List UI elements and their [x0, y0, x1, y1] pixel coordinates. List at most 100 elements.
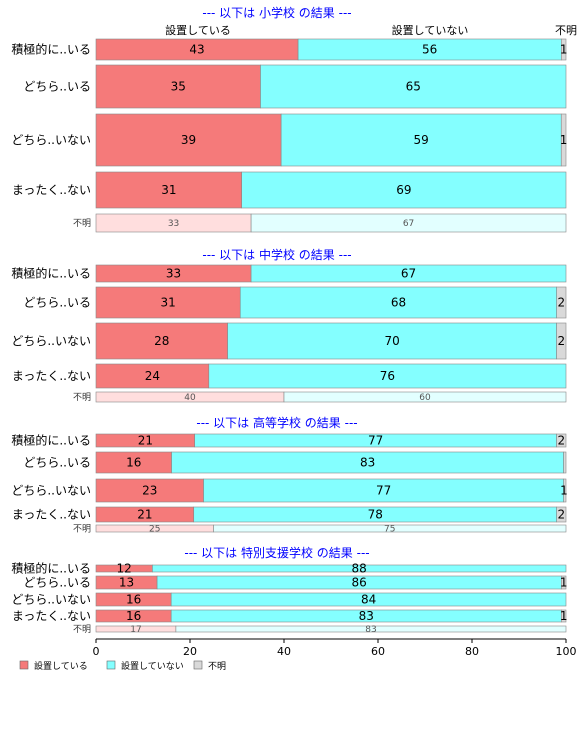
data-label: 83	[359, 609, 374, 623]
column-label: 設置していない	[392, 23, 469, 37]
data-label: 28	[154, 334, 169, 348]
legend-label: 不明	[208, 661, 226, 672]
column-label: 不明	[555, 24, 577, 37]
bar-segment	[250, 264, 567, 283]
data-label: 16	[126, 609, 141, 623]
data-label: 76	[380, 369, 395, 383]
data-label: 1	[560, 484, 568, 498]
bar-segment	[563, 451, 567, 474]
bar-segment	[239, 286, 557, 319]
bar-segment	[95, 286, 241, 319]
data-label: 1	[560, 576, 568, 590]
bar-segment	[208, 363, 567, 389]
bar-segment	[95, 322, 228, 360]
data-label: 2	[558, 508, 566, 522]
row-label: 不明	[73, 218, 91, 229]
bar-segment	[213, 524, 567, 533]
x-tick-label: 0	[93, 645, 100, 658]
data-label: 59	[414, 133, 429, 147]
row-label: まったく..ない	[12, 369, 91, 383]
data-label: 31	[161, 183, 176, 197]
bar-segment	[563, 478, 567, 503]
bar-segment	[95, 363, 210, 389]
bar-segment	[560, 575, 567, 590]
bar-segment	[95, 171, 242, 209]
data-label: 2	[557, 334, 565, 348]
bar-segment	[560, 113, 567, 167]
bar-segment	[260, 64, 567, 109]
bar-segment	[241, 171, 567, 209]
column-label: 設置している	[165, 23, 231, 37]
row-label: どちら..いる	[23, 576, 91, 590]
data-label: 33	[166, 267, 181, 281]
row-label: まったく..ない	[12, 508, 91, 522]
data-label: 40	[184, 393, 196, 403]
row-label: 不明	[73, 392, 91, 403]
bar-segment	[152, 564, 567, 573]
bar-segment	[95, 113, 282, 167]
data-label: 84	[361, 593, 376, 607]
row-label: 積極的に..いる	[11, 42, 91, 57]
data-label: 56	[422, 43, 437, 57]
bar-segment	[556, 506, 567, 523]
row-label: まったく..ない	[12, 609, 91, 623]
bar-segment	[556, 322, 567, 360]
panel-title: --- 以下は 小学校 の結果 ---	[202, 5, 351, 20]
row-label: どちら..いる	[23, 456, 91, 470]
row-label: どちら..いない	[11, 133, 91, 147]
data-label: 1	[560, 133, 568, 147]
panel-title: --- 以下は 特別支援学校 の結果 ---	[184, 545, 369, 560]
bar-segment	[227, 322, 557, 360]
panel-title: --- 以下は 高等学校 の結果 ---	[196, 415, 357, 430]
data-label: 2	[558, 296, 566, 310]
data-label: 17	[130, 625, 141, 635]
data-label: 75	[384, 525, 395, 535]
data-label: 83	[360, 456, 375, 470]
data-label: 12	[117, 562, 132, 576]
row-label: 積極的に..いる	[11, 561, 91, 576]
data-label: 67	[403, 219, 414, 229]
data-label: 21	[137, 508, 152, 522]
legend-label: 設置していない	[121, 660, 184, 672]
data-label: 77	[376, 484, 391, 498]
data-label: 70	[384, 334, 399, 348]
data-label: 39	[181, 133, 196, 147]
data-label: 35	[171, 80, 186, 94]
x-tick-label: 20	[183, 645, 197, 658]
panel-title: --- 以下は 中学校 の結果 ---	[202, 247, 351, 262]
x-tick-label: 60	[371, 645, 385, 658]
row-label: 積極的に..いる	[11, 433, 91, 448]
row-label: どちら..いる	[23, 80, 91, 94]
bar-segment	[560, 38, 567, 61]
legend-swatch	[19, 660, 29, 670]
row-label: どちら..いない	[11, 334, 91, 348]
data-label: 65	[406, 80, 421, 94]
x-tick-label: 40	[277, 645, 291, 658]
data-label: 25	[149, 525, 160, 535]
bar-segment	[556, 433, 567, 448]
data-label: 78	[368, 508, 383, 522]
data-label: 33	[168, 219, 179, 229]
data-label: 13	[119, 576, 134, 590]
data-label: 67	[401, 267, 416, 281]
row-label: 積極的に..いる	[11, 266, 91, 281]
data-label: 21	[138, 434, 153, 448]
bar-segment	[556, 286, 567, 319]
x-tick-label: 80	[465, 645, 479, 658]
legend-swatch	[106, 660, 116, 670]
row-label: どちら..いない	[11, 593, 91, 607]
data-label: 43	[189, 43, 204, 57]
data-label: 16	[126, 456, 141, 470]
legend-swatch	[193, 660, 203, 670]
row-label: 不明	[73, 524, 91, 535]
row-label: 不明	[73, 624, 91, 635]
data-label: 77	[368, 434, 383, 448]
legend-label: 設置している	[34, 660, 88, 672]
bar-segment	[170, 592, 567, 607]
data-label: 68	[391, 296, 406, 310]
row-label: どちら..いる	[23, 296, 91, 310]
bar-segment	[560, 609, 567, 623]
row-label: どちら..いない	[11, 484, 91, 498]
bar-segment	[175, 625, 567, 633]
